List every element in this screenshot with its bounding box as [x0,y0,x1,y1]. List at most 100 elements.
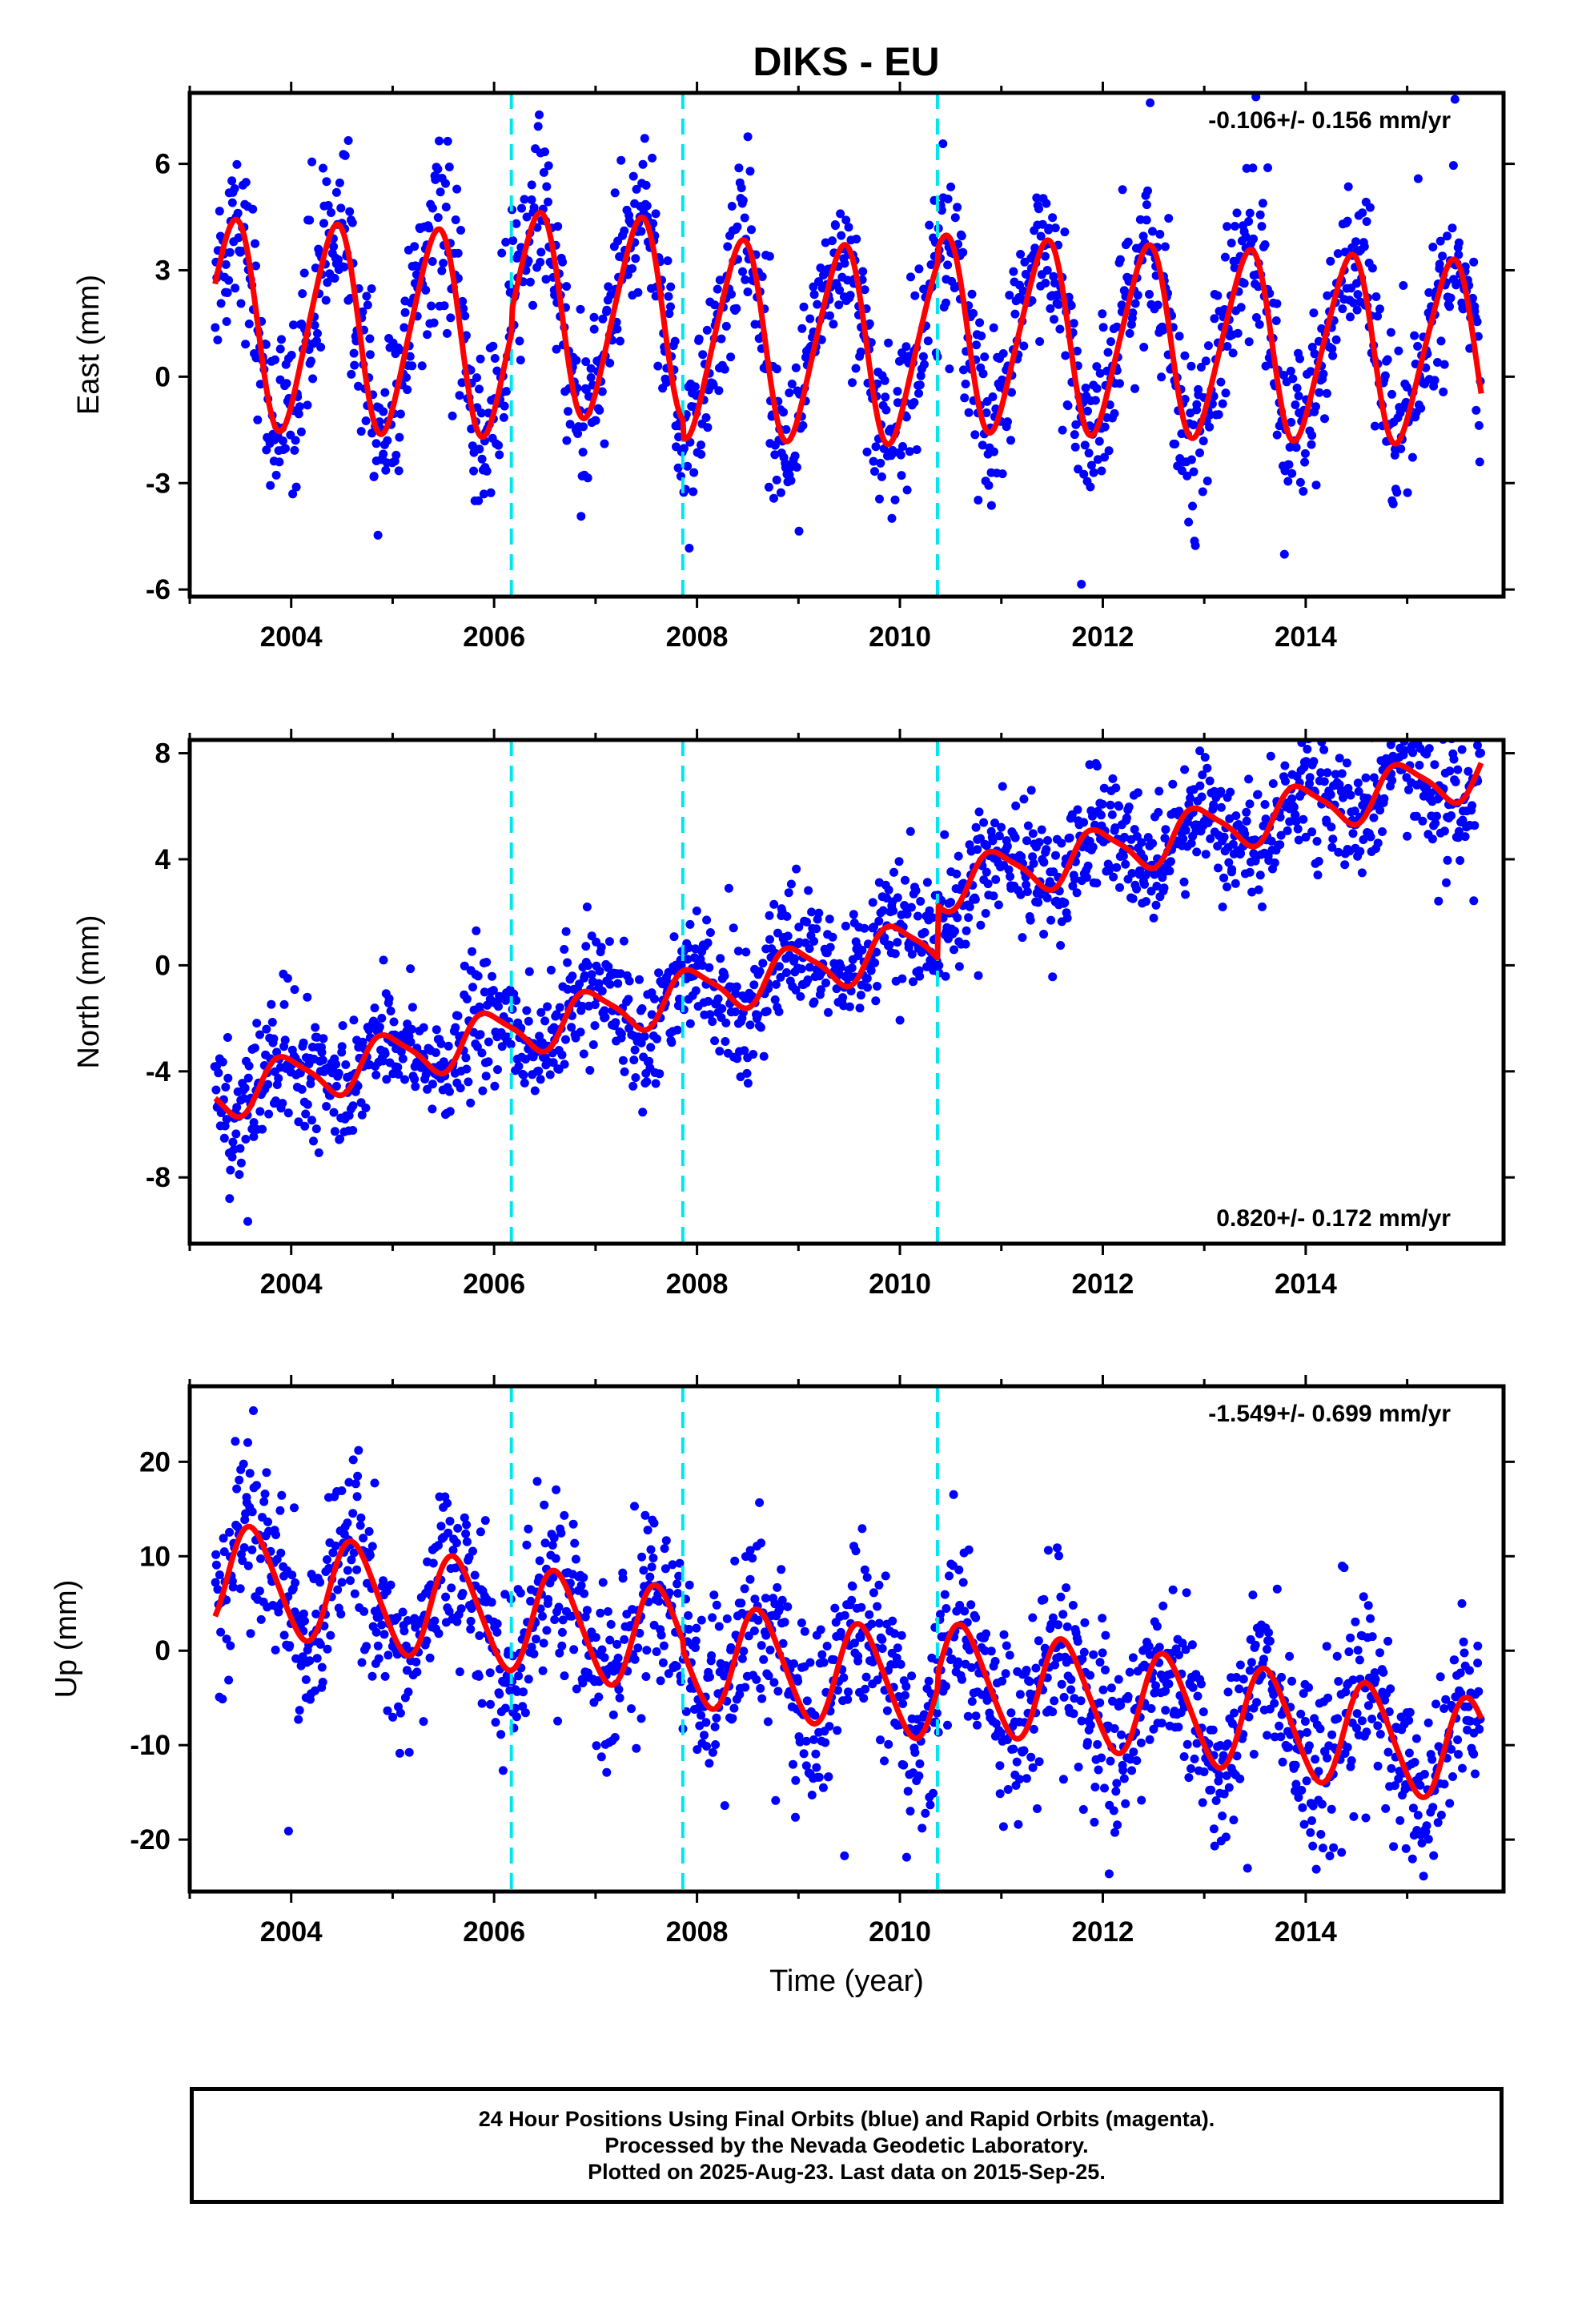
north-point [290,985,299,995]
north-point [765,911,774,920]
east-point [516,356,525,365]
up-point [1101,1665,1110,1675]
up-point [1390,1781,1399,1791]
up-point [896,1659,905,1669]
north-point [590,1000,600,1010]
up-point [412,1667,422,1677]
north-point [720,971,729,980]
north-point [1132,884,1142,894]
east-point [369,472,379,481]
north-point [335,1134,345,1144]
north-point [1226,787,1235,797]
up-point [1229,1815,1239,1825]
east-point [837,231,846,240]
north-point [490,1081,500,1091]
east-point [1115,379,1124,388]
east-point [1030,243,1040,253]
north-point [548,1058,558,1068]
north-point [928,913,938,923]
figure-title: DIKS - EU [753,39,939,84]
up-point [1095,1658,1105,1667]
up-point [833,1726,842,1735]
up-point [610,1733,620,1742]
up-point [353,1471,363,1481]
north-point [468,983,477,992]
east-point [1196,363,1206,372]
north-point [520,1078,529,1088]
east-point [893,398,902,408]
east-point [1353,290,1363,300]
up-point [287,1570,297,1580]
north-point [683,955,693,964]
east-point [871,442,881,452]
up-point [333,1585,343,1594]
north-point [873,982,881,991]
up-point [556,1528,566,1538]
east-point [747,225,756,235]
x-tick-label: 2012 [1072,621,1134,653]
up-point [1275,1721,1284,1731]
east-point [576,304,585,314]
up-point [769,1678,779,1687]
east-point [1469,257,1479,267]
up-point [1218,1811,1227,1821]
east-point [231,283,240,293]
up-point [460,1513,469,1522]
up-point [995,1789,1005,1799]
north-point [1366,832,1375,842]
up-point [1074,1763,1083,1771]
north-point [1270,858,1279,867]
up-point [1235,1660,1245,1670]
up-point [1066,1675,1076,1684]
y-tick-label: 0 [155,361,171,392]
east-point [1221,388,1231,398]
north-point [1057,838,1066,848]
east-point [1155,230,1165,239]
north-point [1039,930,1049,939]
north-point [638,1108,648,1117]
up-point [1436,1811,1446,1819]
up-point [576,1581,586,1590]
east-point [651,209,661,219]
up-point [1299,1819,1309,1829]
up-point [884,1739,893,1749]
up-point [549,1533,559,1542]
up-point [640,1510,650,1520]
east-point [1213,291,1223,300]
up-point [672,1662,681,1671]
up-point [684,1610,693,1620]
east-point [1077,580,1086,589]
east-point [1433,358,1442,367]
east-point [527,180,536,190]
east-point [610,188,620,198]
north-point [994,900,1003,910]
east-point [437,266,447,275]
north-point [667,1038,677,1047]
north-point [791,985,801,995]
up-point [945,1571,954,1581]
north-point [721,1037,730,1046]
up-point [1435,1672,1445,1682]
east-point [1094,436,1104,446]
east-point [674,432,684,442]
up-point [711,1740,721,1749]
north-point [1387,776,1397,785]
east-point [1186,361,1196,371]
east-point [776,488,785,497]
east-point [1220,252,1230,262]
up-point [1132,1756,1142,1765]
up-point [958,1675,966,1684]
east-point [403,385,412,395]
east-point [578,448,588,457]
east-point [1115,255,1125,264]
north-point [950,927,959,936]
up-point [285,1641,295,1651]
east-point [653,361,663,371]
north-point [334,1068,343,1078]
north-point [267,1018,277,1027]
east-point [251,261,260,271]
east-point [1180,395,1190,404]
up-point [548,1573,558,1582]
up-point [1248,1590,1258,1600]
up-point [216,1627,226,1637]
